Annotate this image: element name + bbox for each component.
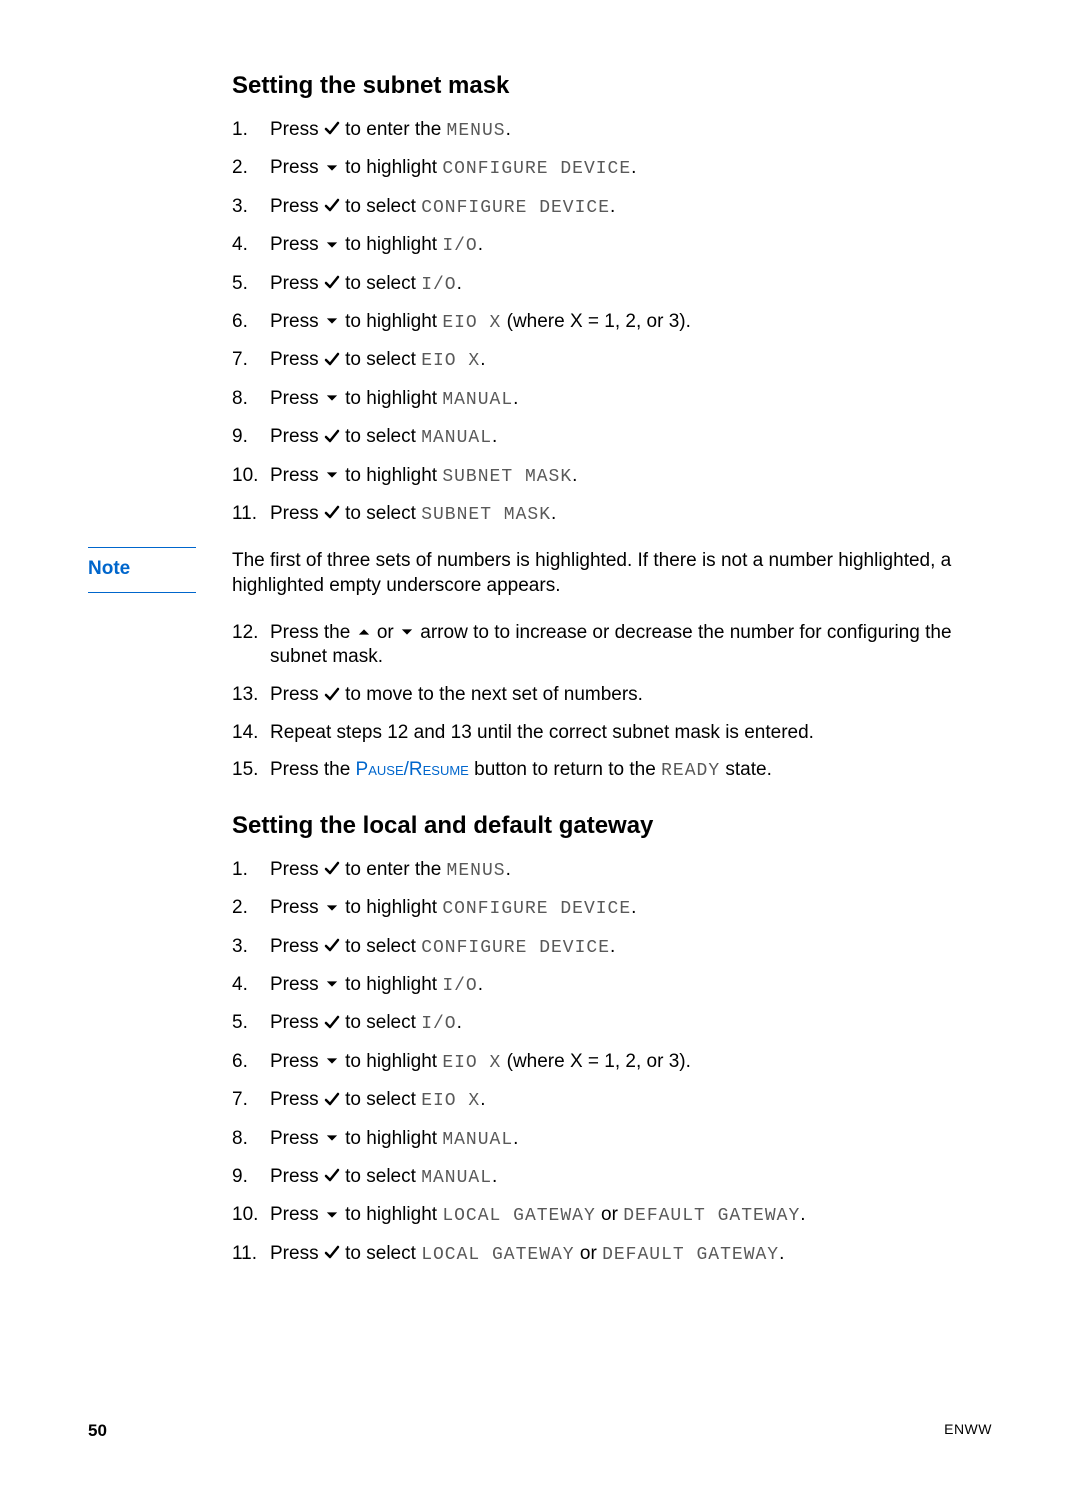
page-footer: 50 ENWW [88,1421,992,1441]
step-item: Press the Pause/Resume button to return … [232,758,992,783]
step-item: Press to highlight SUBNET MASK. [232,464,992,489]
step-item: Press to highlight I/O. [232,973,992,998]
step-item: Press to select EIO X. [232,348,992,373]
step-item: Repeat steps 12 and 13 until the correct… [232,721,992,746]
step-item: Press to highlight CONFIGURE DEVICE. [232,156,992,181]
step-item: Press the or arrow to to increase or dec… [232,621,992,670]
lcd-text: LOCAL GATEWAY [442,1206,595,1226]
step-item: Press to highlight LOCAL GATEWAY or DEFA… [232,1203,992,1228]
lcd-text: I/O [442,976,477,996]
lcd-text: MANUAL [421,1168,492,1188]
down-arrow-icon [324,975,340,994]
lcd-text: EIO X [421,351,480,371]
check-icon [324,1091,340,1110]
note-block: Note The first of three sets of numbers … [88,547,992,598]
step-item: Press to highlight MANUAL. [232,1127,992,1152]
step-item: Press to highlight CONFIGURE DEVICE. [232,896,992,921]
step-item: Press to highlight EIO X (where X = 1, 2… [232,310,992,335]
down-arrow-icon [324,389,340,408]
note-text: The first of three sets of numbers is hi… [232,547,992,598]
down-arrow-icon [324,236,340,255]
lcd-text: DEFAULT GATEWAY [623,1206,800,1226]
step-item: Press to select CONFIGURE DEVICE. [232,935,992,960]
step-item: Press to select SUBNET MASK. [232,502,992,527]
lcd-text: CONFIGURE DEVICE [421,938,610,958]
step-item: Press to select I/O. [232,1011,992,1036]
down-arrow-icon [399,623,415,642]
up-arrow-icon [356,623,372,642]
content-area: Setting the subnet mask Press to enter t… [232,72,992,1267]
lcd-text: DEFAULT GATEWAY [602,1245,779,1265]
note-label: Note [88,547,196,593]
step-item: Press to move to the next set of numbers… [232,683,992,708]
lcd-text: MANUAL [421,428,492,448]
lcd-text: SUBNET MASK [442,467,572,487]
check-icon [324,1244,340,1263]
step-item: Press to highlight I/O. [232,233,992,258]
down-arrow-icon [324,466,340,485]
lcd-text: CONFIGURE DEVICE [421,198,610,218]
section2-title: Setting the local and default gateway [232,812,992,840]
lcd-text: EIO X [421,1091,480,1111]
lcd-text: MENUS [447,861,506,881]
step-item: Press to highlight MANUAL. [232,387,992,412]
check-icon [324,351,340,370]
check-icon [324,274,340,293]
lcd-text: MANUAL [442,1130,513,1150]
check-icon [324,686,340,705]
down-arrow-icon [324,159,340,178]
check-icon [324,1167,340,1186]
step-item: Press to enter the MENUS. [232,858,992,883]
check-icon [324,937,340,956]
check-icon [324,1014,340,1033]
down-arrow-icon [324,1052,340,1071]
step-item: Press to select MANUAL. [232,425,992,450]
down-arrow-icon [324,1129,340,1148]
step-item: Press to select CONFIGURE DEVICE. [232,195,992,220]
down-arrow-icon [324,1206,340,1225]
lcd-text: MENUS [447,121,506,141]
lcd-text: MANUAL [442,390,513,410]
footer-right: ENWW [944,1421,992,1441]
page: Setting the subnet mask Press to enter t… [0,0,1080,1495]
lcd-text: I/O [442,236,477,256]
step-item: Press to select EIO X. [232,1088,992,1113]
lcd-text: I/O [421,1014,456,1034]
section2-steps-list: Press to enter the MENUS. Press to highli… [232,858,992,1267]
down-arrow-icon [324,899,340,918]
lcd-text: I/O [421,275,456,295]
step-item: Press to select MANUAL. [232,1165,992,1190]
check-icon [324,860,340,879]
lcd-text: LOCAL GATEWAY [421,1245,574,1265]
page-number: 50 [88,1421,107,1441]
lcd-text: SUBNET MASK [421,505,551,525]
check-icon [324,504,340,523]
section1-title: Setting the subnet mask [232,72,992,100]
lcd-text: CONFIGURE DEVICE [442,159,631,179]
section1-steps-list-a: Press to enter the MENUS. Press to highli… [232,118,992,527]
lcd-text: EIO X [442,313,501,333]
check-icon [324,197,340,216]
button-ref: Pause/Resume [356,759,469,780]
lcd-text: READY [661,761,720,781]
lcd-text: EIO X [442,1053,501,1073]
step-item: Press to select LOCAL GATEWAY or DEFAULT… [232,1242,992,1267]
note-label-wrap: Note [88,547,232,593]
step-item: Press to enter the MENUS. [232,118,992,143]
check-icon [324,428,340,447]
lcd-text: CONFIGURE DEVICE [442,899,631,919]
step-item: Press to select I/O. [232,272,992,297]
step-item: Press to highlight EIO X (where X = 1, 2… [232,1050,992,1075]
down-arrow-icon [324,312,340,331]
section1-steps-list-b: Press the or arrow to to increase or dec… [232,621,992,784]
check-icon [324,120,340,139]
